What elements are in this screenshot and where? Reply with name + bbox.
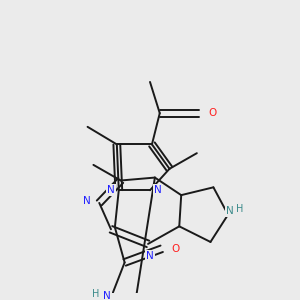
Text: N: N	[83, 196, 91, 206]
Text: O: O	[171, 244, 179, 254]
Text: O: O	[208, 108, 217, 118]
Text: H: H	[92, 289, 99, 299]
Text: N: N	[226, 206, 234, 216]
Text: N: N	[154, 185, 162, 195]
Text: N: N	[146, 250, 154, 261]
Text: H: H	[236, 204, 243, 214]
Text: N: N	[107, 185, 115, 195]
Text: N: N	[103, 291, 111, 300]
